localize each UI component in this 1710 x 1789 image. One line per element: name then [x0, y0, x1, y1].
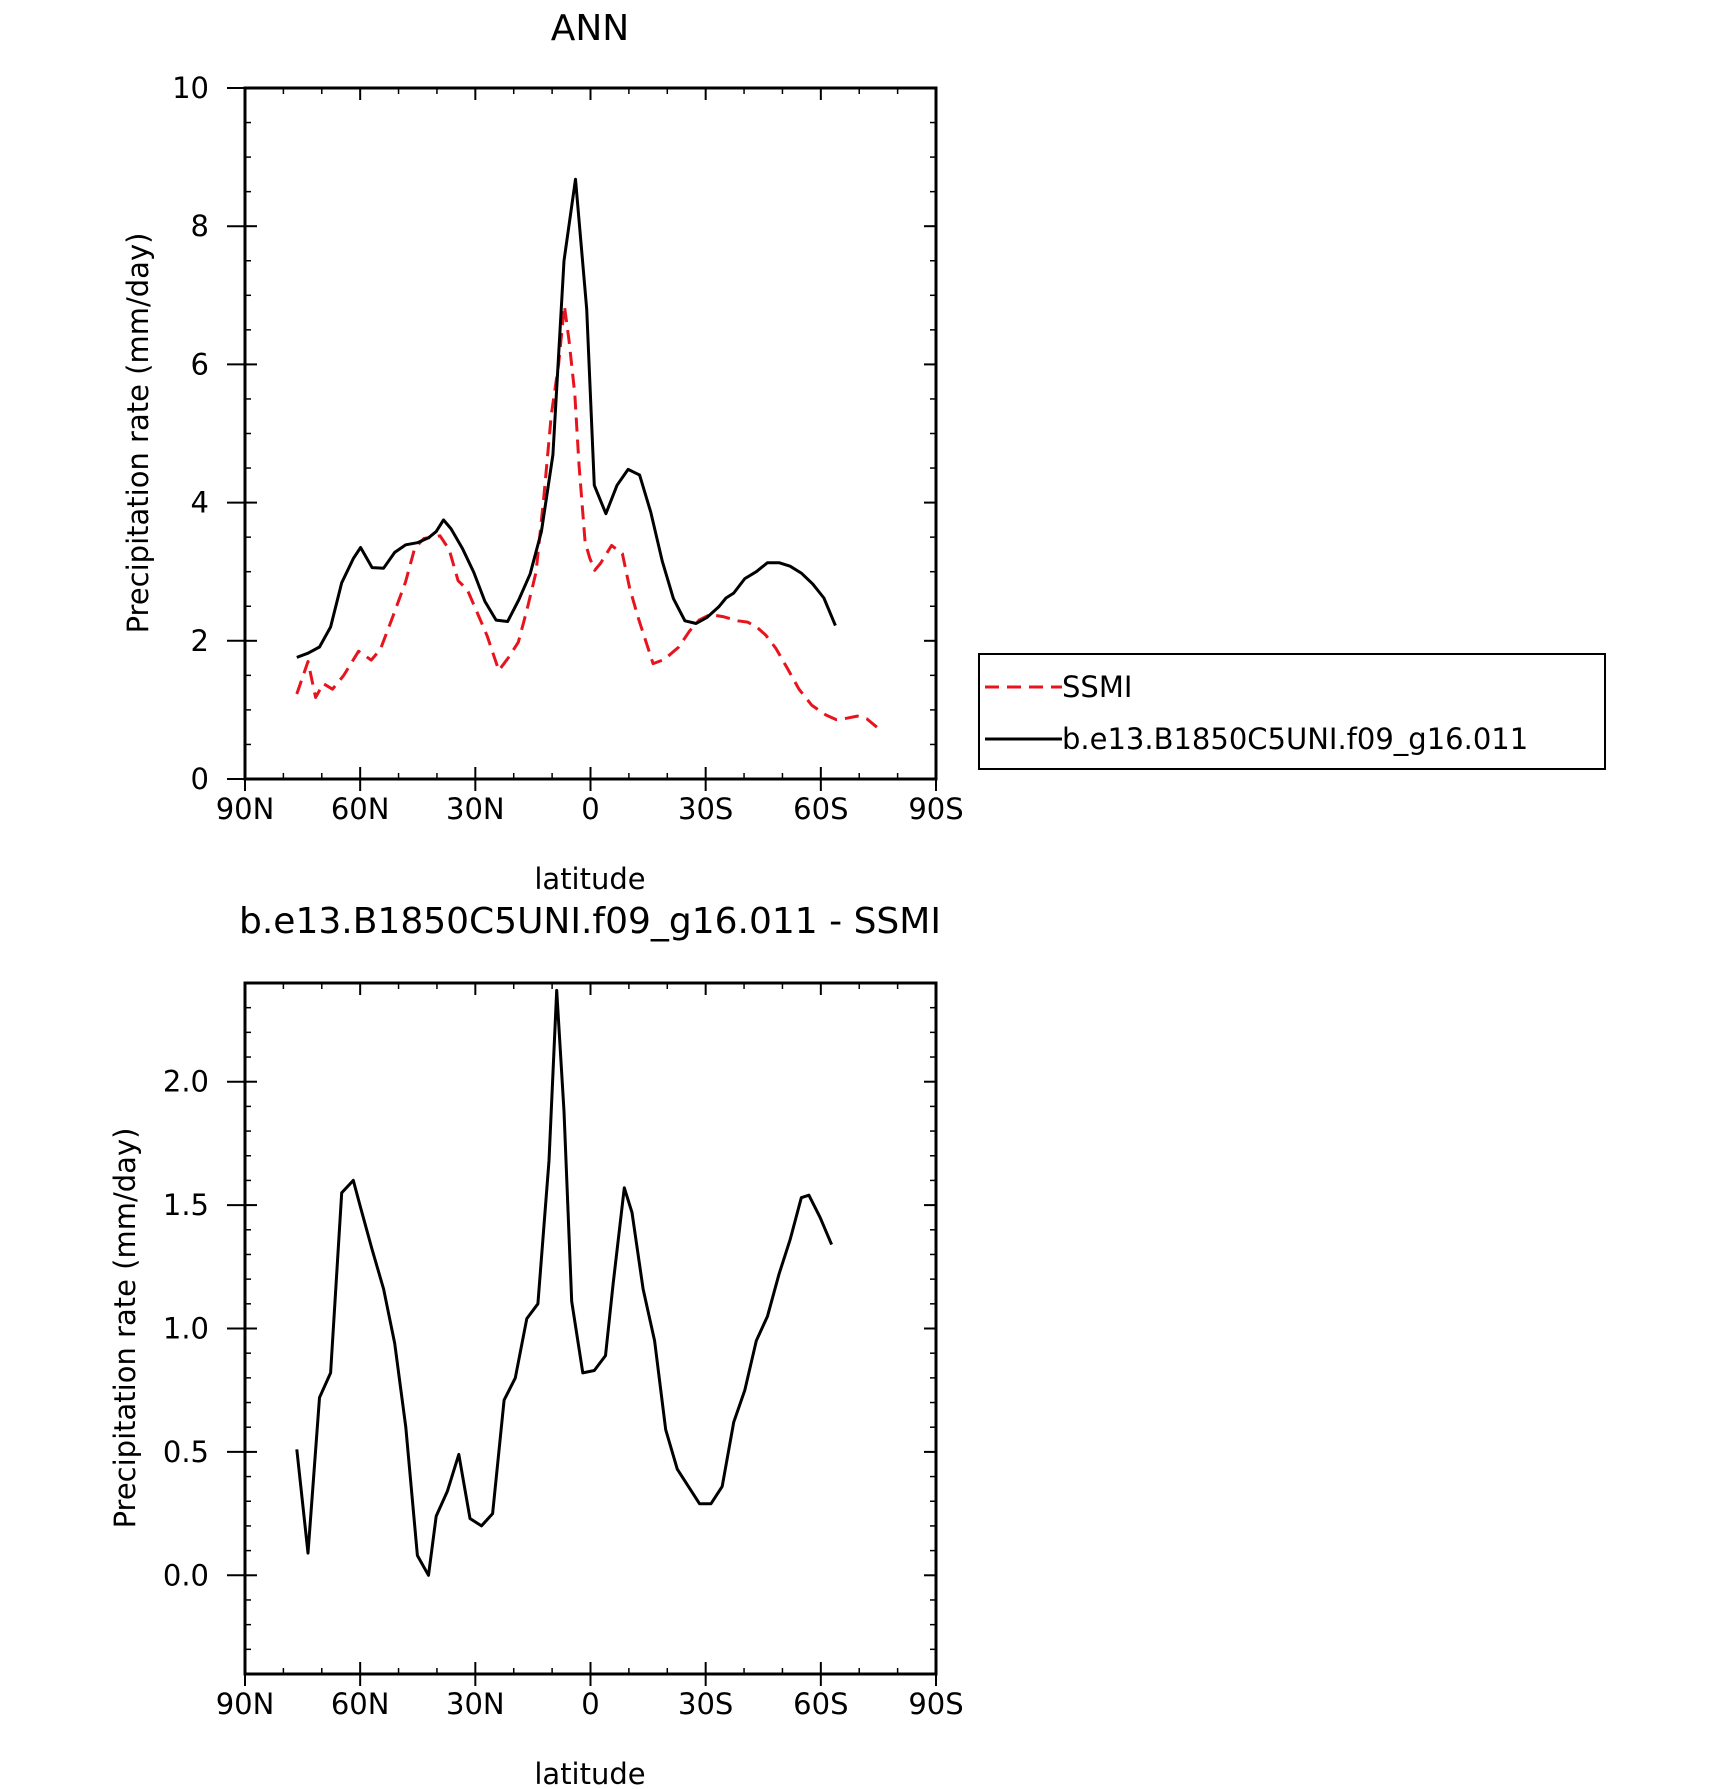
top-series-line-1: [296, 177, 837, 659]
bottom-panel-title: b.e13.B1850C5UNI.f09_g16.011 - SSMI: [239, 901, 941, 942]
bottom-x-tick-label: 30N: [446, 1687, 505, 1721]
bottom-x-tick-label: 60S: [793, 1687, 848, 1721]
top-y-axis-label: Precipitation rate (mm/day): [121, 233, 155, 634]
bottom-plot-frame: [243, 981, 938, 1676]
top-tick-labels: 90N 60N 30N 0 30S 60S 90S 0 2 4 6 8 10: [172, 71, 964, 826]
top-y-tick-label: 10: [172, 71, 209, 105]
legend-ssmi-label: SSMI: [1062, 670, 1132, 704]
top-series-group: [295, 177, 878, 729]
bottom-x-tick-label: 90S: [908, 1687, 963, 1721]
top-tick-marks: [227, 87, 937, 791]
top-y-tick-label: 4: [191, 486, 209, 520]
legend-box: [978, 653, 1606, 770]
bottom-y-tick-label: 0.5: [163, 1435, 209, 1469]
top-x-tick-label: 30N: [446, 792, 505, 826]
top-x-axis-label: latitude: [534, 862, 645, 896]
top-x-tick-label: 60S: [793, 792, 848, 826]
top-x-tick-label: 90S: [908, 792, 963, 826]
legend: SSMI b.e13.B1850C5UNI.f09_g16.011: [978, 653, 1606, 770]
top-x-tick-label: 0: [581, 792, 599, 826]
top-plot-frame: [243, 86, 938, 781]
top-x-tick-label: 60N: [331, 792, 390, 826]
bottom-y-axis-label: Precipitation rate (mm/day): [108, 1128, 142, 1529]
bottom-series-line-0: [295, 988, 833, 1577]
top-panel-title: ANN: [551, 8, 630, 49]
legend-model-label: b.e13.B1850C5UNI.f09_g16.011: [1062, 722, 1528, 756]
bottom-series-group: [295, 988, 833, 1577]
bottom-y-tick-label: 1.5: [163, 1188, 209, 1222]
bottom-x-tick-label: 30S: [678, 1687, 733, 1721]
bottom-tick-labels: 90N 60N 30N 0 30S 60S 90S 0.0 0.5 1.0 1.5 2.0: [163, 1065, 964, 1721]
top-y-tick-label: 2: [191, 624, 209, 658]
bottom-y-tick-label: 1.0: [163, 1312, 209, 1346]
bottom-x-tick-label: 60N: [331, 1687, 390, 1721]
top-x-tick-label: 90N: [216, 792, 275, 826]
bottom-panel: b.e13.B1850C5UNI.f09_g16.011 - SSMI 90N 6…: [108, 901, 964, 1789]
bottom-tick-marks: [227, 982, 937, 1686]
bottom-y-tick-label: 2.0: [163, 1065, 209, 1099]
top-y-tick-label: 0: [191, 762, 209, 796]
bottom-x-axis-label: latitude: [534, 1757, 645, 1789]
bottom-y-tick-label: 0.0: [163, 1558, 209, 1592]
bottom-x-tick-label: 0: [581, 1687, 599, 1721]
top-x-tick-label: 30S: [678, 792, 733, 826]
top-series-line-0: [295, 304, 878, 729]
bottom-x-tick-label: 90N: [216, 1687, 275, 1721]
top-y-tick-label: 6: [191, 347, 209, 381]
top-y-tick-label: 8: [191, 209, 209, 243]
